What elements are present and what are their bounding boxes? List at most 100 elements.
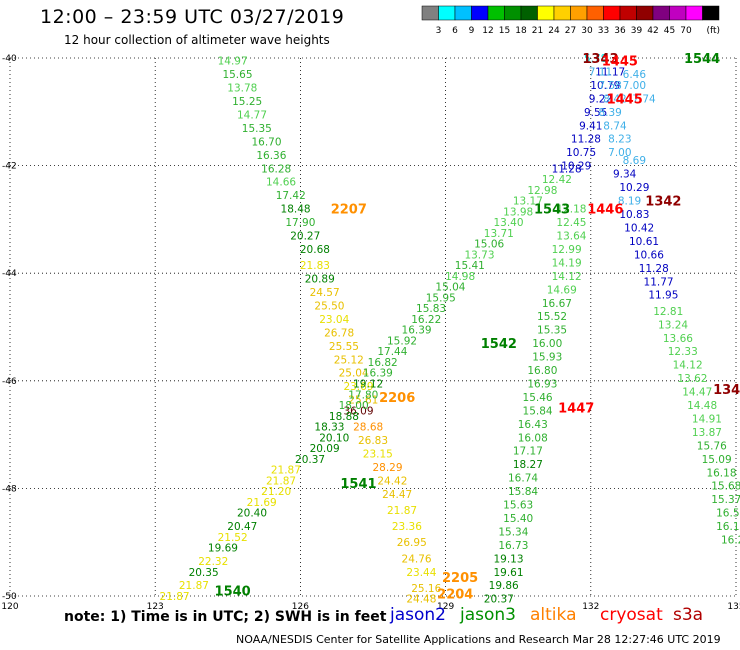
colorbar-tick: 39 (631, 26, 643, 36)
wave-height-label: 16.22 (411, 314, 441, 326)
wave-height-label: 20.40 (237, 508, 267, 520)
wave-height-label: 14.66 (266, 177, 296, 189)
wave-height-label: 14.19 (552, 257, 582, 269)
wave-height-label: 13.87 (692, 427, 722, 439)
wave-height-label: 10.61 (629, 236, 659, 248)
wave-height-label: 14.48 (687, 400, 717, 412)
wave-height-label: 10.83 (619, 209, 649, 221)
axis-labels: 120 123 126 129 132 135 -40 -42 -44 -46 -48 -50 (1, 54, 740, 612)
wave-height-label: 17.80 (348, 389, 378, 401)
wave-height-label: 8.69 (623, 155, 646, 167)
footnote: note: 1) Time is in UTC; 2) SWH is in fe… (64, 609, 387, 625)
colorbar-swatch (421, 5, 439, 21)
wave-height-label: 16.23 (721, 535, 740, 547)
wave-height-label: 10.75 (566, 147, 596, 159)
pass-time-label: 1343 (582, 52, 618, 67)
wave-height-label: 7.58 (598, 80, 621, 92)
wave-height-label: 9.55 (584, 107, 607, 119)
colorbar-swatch (702, 5, 720, 21)
pass-time-label: 1543 (534, 203, 570, 218)
colorbar-tick: 45 (664, 26, 675, 36)
wave-height-label: 13.17 (513, 196, 543, 208)
colorbar-swatch (504, 5, 522, 21)
colorbar-swatch (520, 5, 538, 21)
wave-height-label: 15.40 (503, 513, 533, 525)
wave-height-label: 15.46 (523, 392, 553, 404)
wave-height-label: 17.90 (285, 217, 315, 229)
wave-height-label: 20.09 (310, 443, 340, 455)
wave-height-label: 9.22 (589, 93, 612, 105)
wave-height-label: 24.57 (310, 287, 340, 299)
colorbar-swatch (537, 5, 555, 21)
wave-height-label: 21.20 (261, 486, 291, 498)
wave-height-label: 18.00 (339, 400, 369, 412)
wave-height-label: 15.06 (474, 239, 504, 251)
wave-height-label: 15.63 (503, 500, 533, 512)
wave-height-label: 13.66 (663, 333, 693, 345)
wave-height-label: 7.11 (589, 66, 612, 78)
wave-height-label: 18.48 (281, 204, 311, 216)
legend-jason2: jason2 (390, 605, 446, 625)
colorbar-swatch (669, 5, 687, 21)
legend-cryosat: cryosat (600, 605, 663, 625)
colorbar-tick: 3 (436, 26, 442, 36)
wave-height-label: 10.66 (634, 249, 664, 261)
pass-time-label: 1541 (340, 477, 376, 492)
wave-height-label: 15.09 (702, 454, 732, 466)
pass-time-label: 1342 (645, 195, 681, 210)
wave-height-label: 12.42 (542, 174, 572, 186)
colorbar-tick: 33 (598, 26, 609, 36)
wave-height-label: 13.73 (464, 249, 494, 261)
wave-height-label: 16.93 (527, 378, 557, 390)
wave-height-label: 11.95 (648, 290, 678, 302)
colorbar-tick: 9 (469, 26, 475, 36)
wave-height-label: 6.46 (623, 69, 647, 81)
wave-height-label: 12.33 (668, 346, 698, 358)
wave-height-label: 19.69 (208, 543, 238, 555)
pass-time-label: 1445 (602, 55, 638, 70)
colorbar: 3 6 9 12 15 18 21 24 27 30 33 36 39 42 45 70 (ft) (421, 5, 720, 36)
wave-height-label: 21.52 (218, 532, 248, 544)
colorbar-swatch (553, 5, 571, 21)
x-tick-label: 126 (292, 602, 309, 612)
wave-height-label: 10.29 (561, 161, 591, 173)
wave-height-label: 28.68 (353, 422, 383, 434)
wave-height-label: 23.36 (392, 521, 422, 533)
wave-height-label: 19.13 (493, 553, 523, 565)
pass-time-label: 1540 (215, 585, 251, 600)
wave-height-label: 15.83 (416, 303, 446, 315)
x-tick-label: 135 (727, 602, 740, 612)
pass-time-label: 1542 (481, 337, 517, 352)
wave-height-label: 7.74 (632, 93, 656, 105)
wave-height-label: 16.74 (508, 473, 538, 485)
wave-height-label: 11.28 (639, 263, 669, 275)
colorbar-tick: 27 (565, 26, 576, 36)
colorbar-swatch (487, 5, 505, 21)
wave-height-label: 16.52 (716, 508, 740, 520)
wave-height-label: 15.92 (387, 335, 417, 347)
colorbar-swatch (570, 5, 588, 21)
wave-height-label: 26.95 (397, 537, 427, 549)
wave-height-label: 24.48 (406, 594, 436, 606)
wave-height-label: 16.18 (706, 467, 736, 479)
wave-height-label: 25.16 (411, 583, 441, 595)
wave-height-label: 24.76 (402, 553, 432, 565)
wave-height-label: 25.55 (329, 341, 359, 353)
wave-height-label: 8.19 (618, 196, 641, 208)
colorbar-swatch (685, 5, 703, 21)
wave-height-label: 16.28 (261, 163, 291, 175)
wave-height-label: 23.04 (319, 314, 349, 326)
wave-height-label: 15.95 (426, 292, 456, 304)
wave-height-label: 16.00 (532, 338, 562, 350)
wave-height-label: 26.78 (324, 327, 354, 339)
wave-height-label: 16.39 (363, 368, 393, 380)
wave-height-label: 15.93 (532, 352, 562, 364)
wave-height-label: 19.12 (353, 378, 383, 390)
x-tick-label: 120 (1, 602, 18, 612)
grid-lines (9, 57, 737, 597)
y-tick-label: -46 (2, 377, 17, 387)
wave-height-label: 15.35 (537, 325, 567, 337)
wave-height-label: 18.88 (329, 411, 359, 423)
colorbar-swatch (652, 5, 670, 21)
colorbar-swatch (619, 5, 637, 21)
